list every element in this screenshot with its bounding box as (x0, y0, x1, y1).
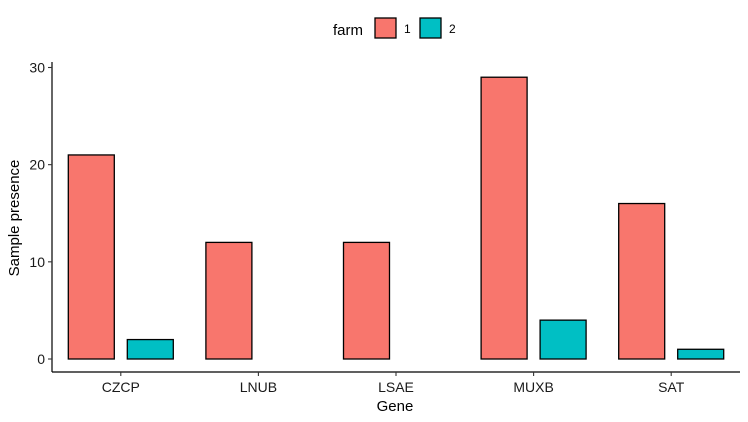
bar-muxb-series-2 (539, 319, 587, 360)
bar-sat-series-2 (677, 348, 725, 360)
bar-sat-series-1 (618, 202, 666, 360)
y-tick-label: 10 (29, 254, 45, 270)
x-tick-label: CZCP (102, 379, 140, 395)
y-tick-label: 20 (29, 157, 45, 173)
bars (67, 76, 725, 360)
x-tick-label: LSAE (378, 379, 414, 395)
y-tick-label: 0 (37, 351, 45, 367)
x-axis-title: Gene (377, 398, 414, 415)
y-tick-label: 30 (29, 60, 45, 76)
bar-muxb-series-1 (480, 76, 528, 360)
legend-title: farm (333, 22, 363, 39)
x-tick-label: LNUB (240, 379, 277, 395)
bar-czcp-series-2 (126, 338, 174, 360)
legend: farm 1 2 (333, 17, 456, 39)
y-axis: 0 10 20 30 (29, 60, 53, 372)
legend-label-1: 1 (404, 22, 411, 36)
y-axis-title: Sample presence (6, 160, 23, 277)
legend-label-2: 2 (449, 22, 456, 36)
bar-lnub-series-1 (205, 241, 253, 360)
legend-key-1 (374, 17, 397, 39)
x-tick-label: MUXB (513, 379, 553, 395)
bar-czcp-series-1 (67, 154, 115, 360)
bar-lsae-series-1 (342, 241, 391, 360)
legend-key-2 (419, 17, 442, 39)
x-tick-label: SAT (658, 379, 685, 395)
x-axis: CZCP LNUB LSAE MUXB SAT (52, 371, 740, 395)
